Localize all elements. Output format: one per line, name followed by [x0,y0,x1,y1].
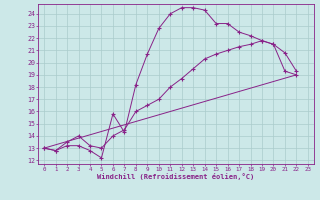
X-axis label: Windchill (Refroidissement éolien,°C): Windchill (Refroidissement éolien,°C) [97,173,255,180]
